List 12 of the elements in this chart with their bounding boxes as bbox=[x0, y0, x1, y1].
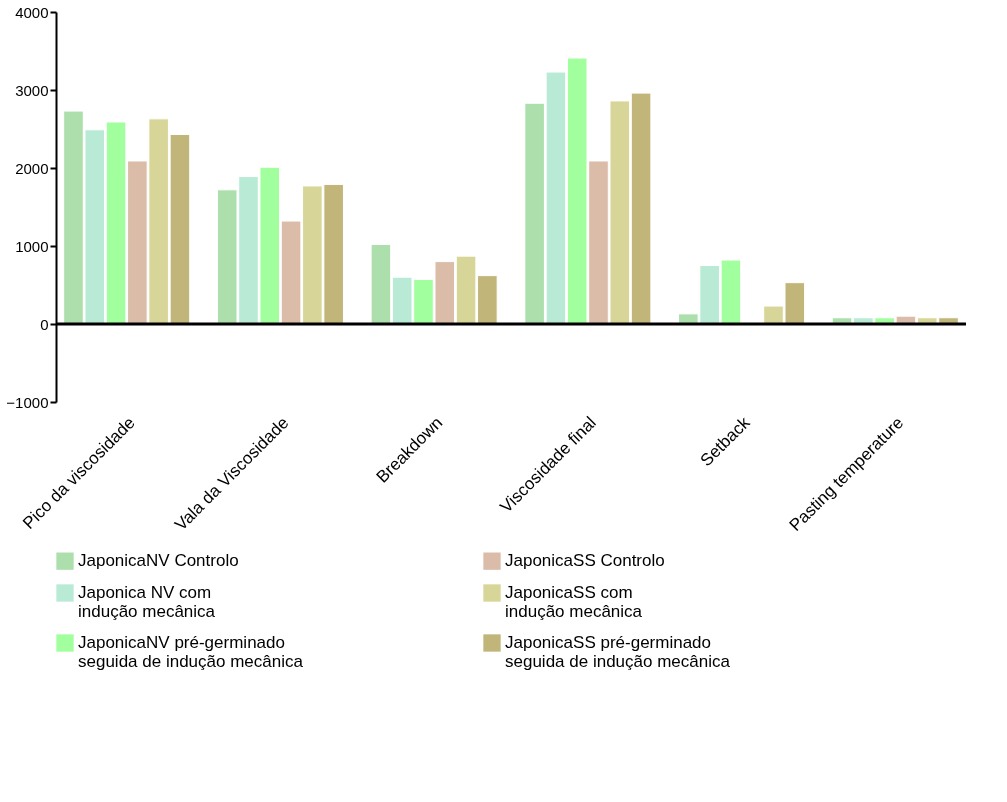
legend-label: JaponicaSS pré-germinado seguida de indução mecânica bbox=[505, 633, 731, 671]
y-tick-label: −1000 bbox=[6, 393, 49, 411]
y-tick-label: 0 bbox=[40, 315, 49, 333]
legend-label: JaponicaSS Controlo bbox=[505, 551, 665, 571]
legend-label: JaponicaSS com indução mecânica bbox=[505, 583, 643, 621]
legend-label: Japonica NV com indução mecânica bbox=[78, 583, 216, 621]
legend-label: JaponicaNV Controlo bbox=[78, 551, 239, 571]
y-tick-label: 3000 bbox=[15, 81, 49, 99]
y-tick-label: 4000 bbox=[15, 3, 49, 21]
y-tick-label: 2000 bbox=[15, 159, 49, 177]
legend-label: JaponicaNV pré-germinado seguida de indução mecânica bbox=[78, 633, 304, 671]
y-tick-label: 1000 bbox=[15, 237, 49, 255]
